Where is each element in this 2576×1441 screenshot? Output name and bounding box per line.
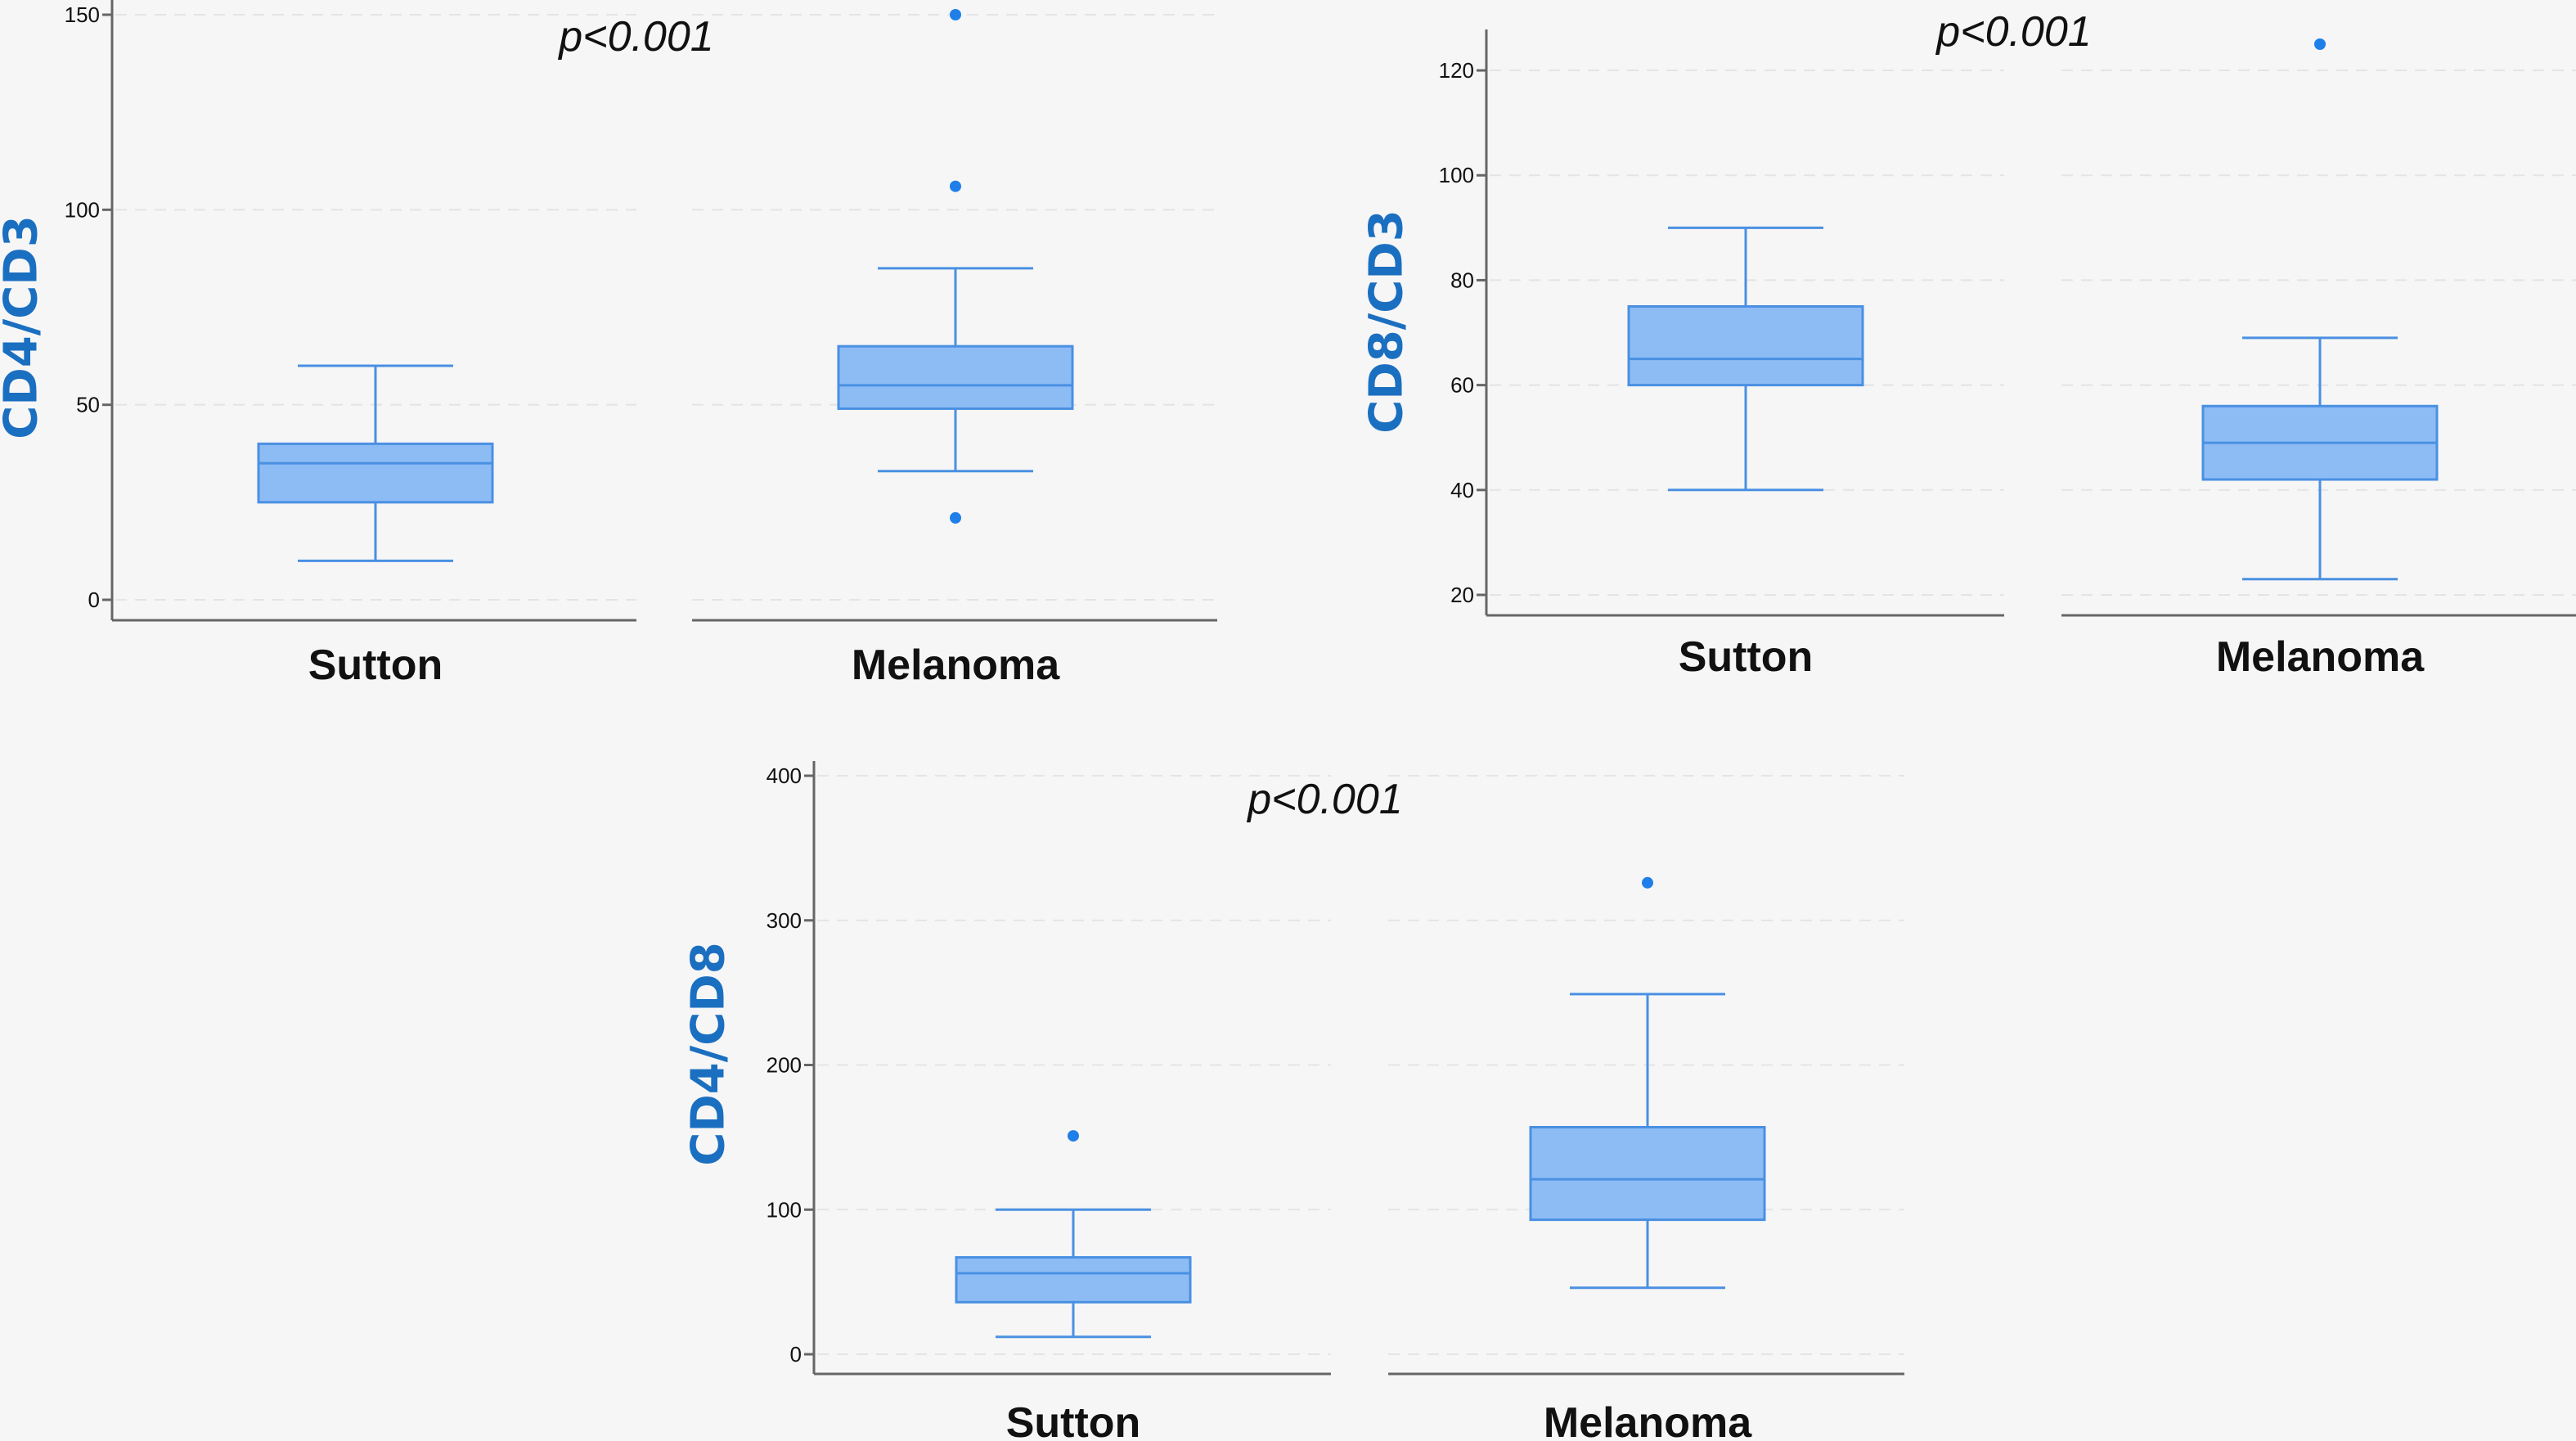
y-tick-label: 80 bbox=[1450, 268, 1474, 292]
box-sutton bbox=[1627, 226, 1864, 492]
outlier-point bbox=[1642, 876, 1653, 889]
y-tick-label: 300 bbox=[767, 908, 802, 933]
y-axis-label: CD8/CD3 bbox=[1360, 209, 1414, 434]
y-tick-label: 100 bbox=[65, 197, 100, 222]
p-value-annotation: p<0.001 bbox=[1246, 776, 1402, 823]
y-tick-label: 0 bbox=[88, 588, 100, 612]
box-plot-panel-1: 0 50 100 150 CD4/CD3 p<0.001 Sutton Melanoma bbox=[0, 0, 1217, 689]
y-tick-label: 100 bbox=[767, 1197, 802, 1222]
category-label: Sutton bbox=[1006, 1399, 1141, 1441]
y-tick-label: 200 bbox=[767, 1053, 802, 1078]
box-sutton bbox=[955, 1130, 1192, 1339]
iqr-box bbox=[955, 1256, 1192, 1304]
y-tick-label: 40 bbox=[1450, 478, 1474, 502]
iqr-box bbox=[1627, 304, 1864, 387]
iqr-box bbox=[257, 442, 494, 504]
y-tick-label: 20 bbox=[1450, 583, 1474, 607]
y-axis-label: CD4/CD3 bbox=[0, 215, 48, 439]
y-tick-label: 400 bbox=[767, 763, 802, 788]
y-axis-label: CD4/CD8 bbox=[682, 942, 735, 1166]
y-tick-label: 50 bbox=[76, 393, 100, 417]
category-label: Sutton bbox=[308, 642, 443, 689]
iqr-box bbox=[837, 344, 1074, 410]
category-label: Melanoma bbox=[852, 642, 1060, 689]
category-label: Sutton bbox=[1679, 633, 1814, 681]
box-melanoma bbox=[2201, 38, 2439, 581]
box-sutton bbox=[257, 364, 494, 562]
p-value-annotation: p<0.001 bbox=[557, 13, 713, 61]
iqr-box bbox=[1529, 1126, 1766, 1222]
outlier-point bbox=[950, 9, 961, 20]
box-plot-panel-3: 0 100 200 300 400 CD4/CD8 p<0.001 Sutton Melanom… bbox=[682, 761, 1904, 1441]
y-tick-label: 120 bbox=[1439, 58, 1474, 83]
category-label: Melanoma bbox=[1544, 1399, 1752, 1441]
outlier-point bbox=[1068, 1130, 1079, 1142]
box-plot-panel-2: 20 40 60 80 100 120 CD8/CD3 p<0.001 Sutton Melano… bbox=[1360, 8, 2576, 681]
p-value-annotation: p<0.001 bbox=[1935, 8, 2091, 56]
outlier-point bbox=[950, 180, 961, 192]
outlier-point bbox=[2314, 38, 2326, 50]
category-label: Melanoma bbox=[2216, 633, 2425, 681]
y-tick-label: 100 bbox=[1439, 163, 1474, 187]
y-tick-label: 0 bbox=[790, 1342, 802, 1367]
y-tick-label: 150 bbox=[65, 2, 100, 27]
y-tick-label: 60 bbox=[1450, 373, 1474, 398]
box-melanoma bbox=[837, 9, 1074, 524]
outlier-point bbox=[950, 511, 961, 524]
box-melanoma bbox=[1529, 876, 1766, 1290]
